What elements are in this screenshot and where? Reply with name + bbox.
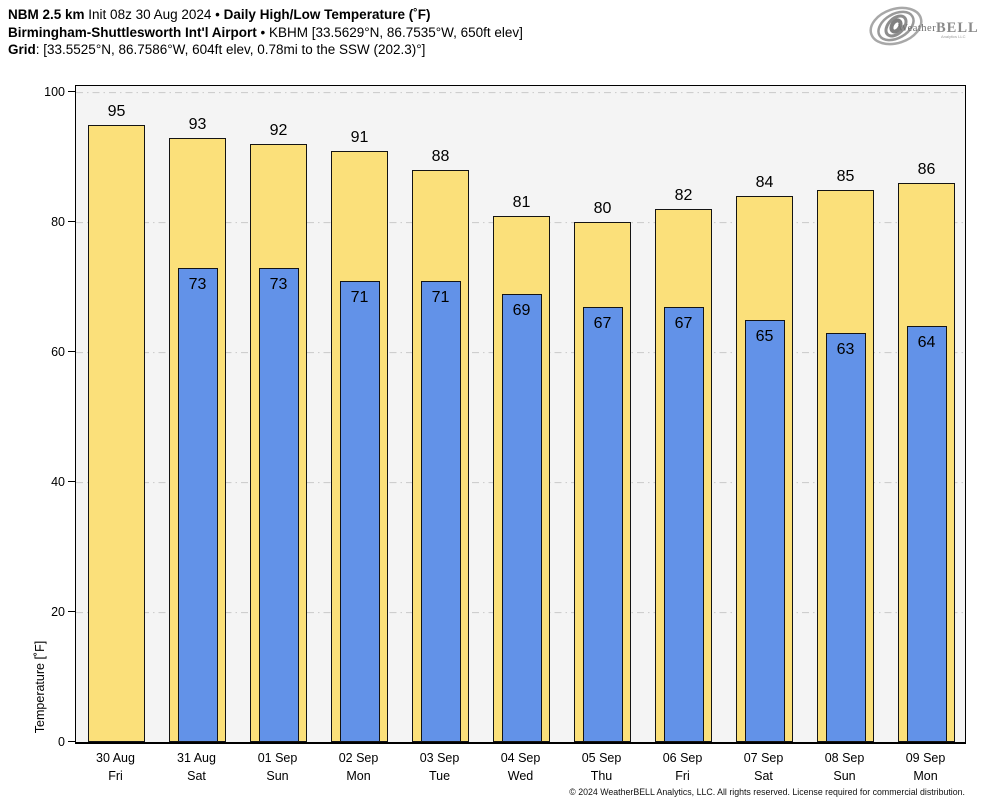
weekday-label: Thu [590,769,613,783]
low-value-label: 69 [512,301,531,319]
x-tick-label: 09 Sep Mon [885,749,966,785]
low-value-label: 65 [755,327,774,345]
copyright-notice: © 2024 WeatherBELL Analytics, LLC. All r… [569,787,965,797]
y-tick-mark-100 [68,90,75,93]
y-tick-label-60: 60 [51,344,65,359]
y-tick-label-100: 100 [44,84,65,99]
y-tick-mark-0 [68,740,75,743]
grid-value: : [33.5525°N, 86.7586°W, 604ft elev, 0.7… [35,42,426,57]
title-line-1: NBM 2.5 km Init 08z 30 Aug 2024 • Daily … [8,6,523,24]
date-label: 03 Sep [419,751,460,765]
x-tick-label: 05 Sep Thu [561,749,642,785]
low-bar [663,306,704,742]
separator-bullet: • [215,7,220,22]
date-label: 09 Sep [905,751,946,765]
station-meta: KBHM [33.5629°N, 86.7535°W, 650ft elev] [268,24,523,40]
high-value-label: 91 [350,128,369,146]
y-axis-title: Temperature [˚F] [33,640,47,734]
date-label: 05 Sep [581,751,622,765]
x-tick-label: 06 Sep Fri [642,749,723,785]
x-tick-label: 07 Sep Sat [723,749,804,785]
low-value-label: 73 [188,275,207,293]
y-tick-label-80: 80 [51,214,65,229]
low-value-label: 67 [593,314,612,332]
weekday-label: Sun [266,769,289,783]
date-label: 08 Sep [824,751,865,765]
high-value-label: 92 [269,122,288,139]
low-bar [501,293,542,742]
y-tick-mark-40 [68,480,75,483]
weekday-label: Mon [346,769,371,783]
title-line-2: Birmingham-Shuttlesworth Int'l Airport •… [8,24,523,42]
low-value-label: 71 [431,288,450,306]
station-name: Birmingham-Shuttlesworth Int'l Airport [8,24,257,40]
low-bar [825,332,866,742]
high-value-label: 95 [107,102,126,120]
weekday-label: Sat [754,769,773,783]
date-label: 06 Sep [662,751,703,765]
low-bar [906,326,947,742]
low-bar [339,280,380,742]
logo-sub-text: Analytics LLC [941,34,966,39]
date-label: 01 Sep [257,751,298,765]
date-label: 04 Sep [500,751,541,765]
y-tick-mark-80 [68,220,75,223]
low-bar [258,267,299,742]
x-tick-label: 08 Sep Sun [804,749,885,785]
y-tick-label-0: 0 [58,734,65,749]
date-label: 31 Aug [177,751,216,765]
high-value-label: 81 [512,193,531,211]
x-tick-label: 04 Sep Wed [480,749,561,785]
plot-area: 95 93 73 92 73 91 71 88 71 81 69 80 67 82 67 84 65 85 63 86… [75,85,966,744]
logo-weather-text: Weather [898,23,936,34]
date-label: 02 Sep [338,751,379,765]
grid-label: Grid [8,42,36,57]
weekday-label: Fri [675,769,690,783]
title-line-3: Grid: [33.5525°N, 86.7586°W, 604ft elev,… [8,41,523,59]
weekday-label: Tue [428,769,451,783]
x-tick-label: 01 Sep Sun [237,749,318,785]
low-bar [582,306,623,742]
weekday-label: Fri [108,769,123,783]
low-value-label: 67 [674,314,693,332]
separator-bullet: • [260,24,266,40]
weekday-label: Wed [507,769,534,783]
low-value-label: 64 [917,334,936,351]
high-bar [88,124,145,742]
weekday-label: Sun [833,769,856,783]
x-tick-label: 30 Aug Fri [75,749,156,785]
date-label: 30 Aug [96,751,135,765]
y-tick-label-20: 20 [51,604,65,619]
init-time: Init 08z 30 Aug 2024 [88,7,212,22]
hurricane-swirl-icon [869,6,923,46]
high-value-label: 85 [836,167,855,185]
low-value-label: 63 [836,340,855,358]
y-tick-mark-60 [68,350,75,353]
x-tick-label: 02 Sep Mon [318,749,399,785]
low-value-label: 73 [269,275,288,293]
low-bar [177,267,218,742]
high-value-label: 80 [593,200,612,217]
logo-bell-text: BELL [936,20,978,36]
low-bar [744,319,785,742]
y-tick-label-40: 40 [51,474,65,489]
date-label: 07 Sep [743,751,784,765]
y-tick-mark-20 [68,610,75,613]
high-value-label: 93 [188,115,207,133]
x-tick-label: 31 Aug Sat [156,749,237,785]
weatherbell-logo: Weather BELL Analytics LLC [869,6,978,46]
chart-title: Daily High/Low Temperature (˚F) [223,7,431,22]
model-name: NBM 2.5 km [8,7,85,22]
high-value-label: 88 [431,148,450,165]
high-value-label: 82 [674,187,693,204]
high-value-label: 86 [917,161,936,178]
weekday-label: Mon [913,769,938,783]
x-tick-label: 03 Sep Tue [399,749,480,785]
high-value-label: 84 [755,174,774,191]
low-bar [420,280,461,742]
chart-header: NBM 2.5 km Init 08z 30 Aug 2024 • Daily … [8,6,523,59]
weekday-label: Sat [187,769,206,783]
low-value-label: 71 [350,288,369,306]
